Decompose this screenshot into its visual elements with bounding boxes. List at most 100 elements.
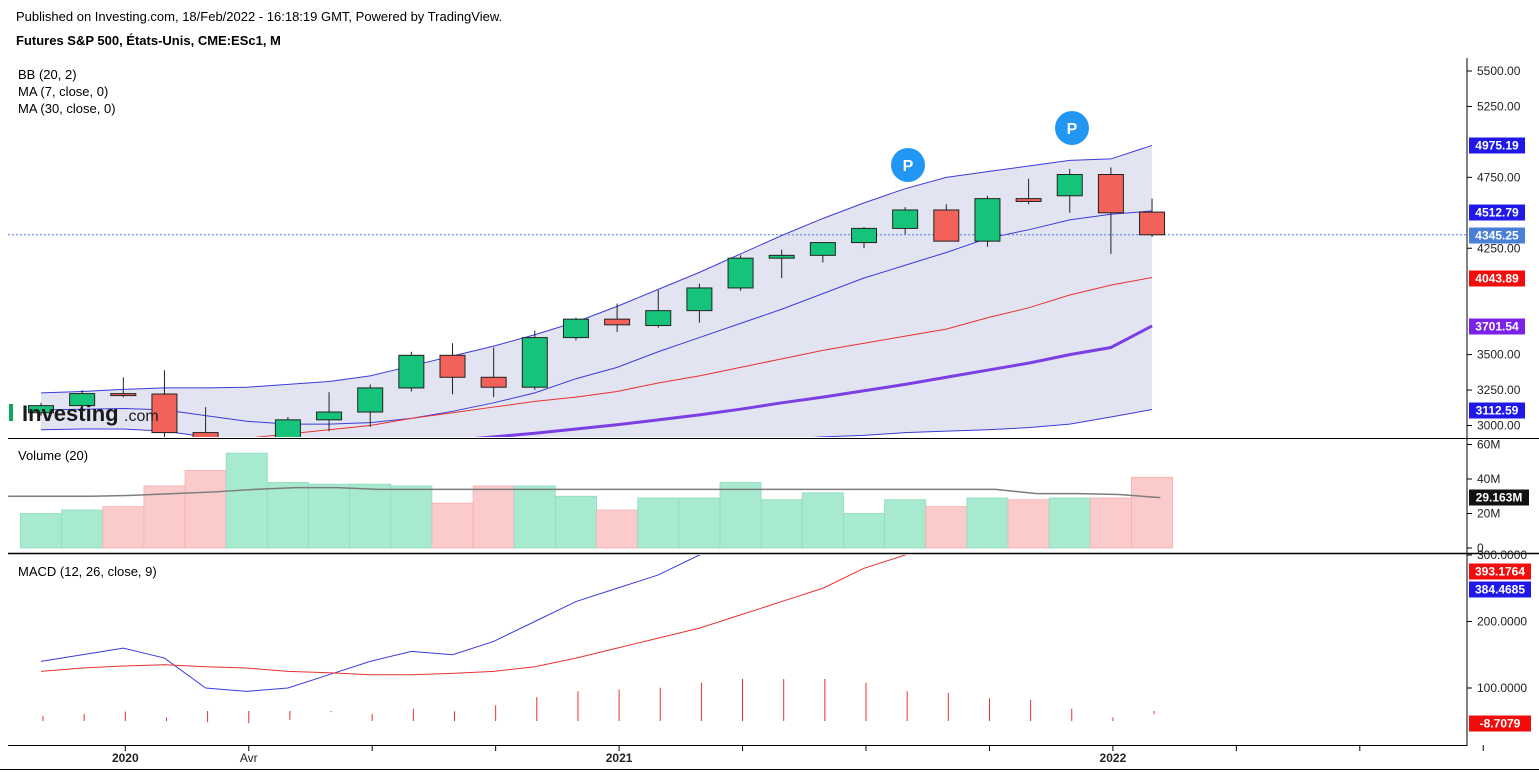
volume-badge-label: 29.163M: [1476, 491, 1523, 505]
candle: [809, 242, 836, 256]
macd-tick-label: 100.0000: [1477, 681, 1527, 695]
macd-badge: [1469, 563, 1531, 580]
candle: [439, 354, 466, 378]
macd-badge: [1469, 715, 1531, 732]
time-axis-label: 2020: [112, 751, 139, 765]
volume-bar: [184, 469, 227, 549]
volume-ma-line: [8, 486, 1161, 499]
candle: [357, 387, 384, 413]
volume-bar: [390, 485, 433, 549]
candle: [686, 287, 713, 312]
candle: [28, 405, 54, 414]
price-badge: [1469, 402, 1525, 419]
time-axis-label: 2022: [1100, 751, 1127, 765]
volume-bar: [884, 499, 927, 549]
investing-logo: Investing .com: [9, 401, 159, 426]
logo-suffix: .com: [124, 408, 159, 425]
macd-tick-label: 200.0000: [1477, 615, 1527, 629]
price-badge-label: 4512.79: [1475, 206, 1519, 220]
volume-indicator-label[interactable]: Volume (20): [18, 448, 89, 463]
candle: [768, 254, 795, 259]
macd-badge-label: 393.1764: [1475, 565, 1525, 579]
price-tick-label: 3000.00: [1477, 419, 1521, 433]
volume-bar: [678, 497, 721, 549]
price-tick-label: 5250.00: [1477, 99, 1521, 113]
bb-lower-line: [40, 408, 1153, 437]
price-tick-label: 5500.00: [1477, 64, 1521, 78]
volume-bar: [801, 492, 844, 549]
candle: [1056, 174, 1083, 197]
price-badge-label: 4345.25: [1475, 229, 1519, 243]
time-axis-label: Avr: [240, 751, 258, 765]
axis-badges: 4975.19 4512.79 4345.25 4043.89 3701.54 3112.…: [1469, 137, 1531, 732]
candle: [398, 354, 425, 389]
volume-tick-label: 60M: [1477, 438, 1500, 452]
volume-bar: [1089, 497, 1132, 549]
price-badge-label: 3701.54: [1475, 320, 1519, 334]
price-tick-label: 4750.00: [1477, 170, 1521, 184]
macd-line: [40, 555, 701, 692]
logo-text: Investing: [22, 401, 119, 426]
time-axis-label: 2021: [606, 751, 633, 765]
bb-upper-line: [40, 144, 1153, 394]
price-badge: [1469, 318, 1525, 335]
candle: [192, 432, 219, 437]
candle: [892, 209, 919, 229]
volume-bar: [225, 452, 268, 549]
price-badge-label: 4975.19: [1475, 139, 1519, 153]
bb-middle-line: [40, 210, 1153, 425]
volume-bar: [513, 485, 556, 549]
price-badge: [1469, 204, 1525, 221]
candle: [316, 411, 343, 421]
volume-tick-label: 0: [1477, 541, 1484, 555]
price-tick-label: 3250.00: [1477, 383, 1521, 397]
pivot-marker-label: P: [903, 158, 914, 175]
candle: [645, 310, 672, 327]
volume-bar: [966, 497, 1009, 549]
macd-tick-label: 300.0000: [1477, 548, 1527, 562]
ma30-indicator-label[interactable]: MA (30, close, 0): [18, 101, 116, 116]
price-badge-label: 3112.59: [1476, 404, 1519, 418]
published-caption: Published on Investing.com, 18/Feb/2022 …: [16, 9, 503, 24]
macd-badge-label: 384.4685: [1475, 583, 1525, 597]
volume-bar: [925, 506, 968, 549]
candle: [1015, 198, 1042, 202]
candle: [69, 393, 96, 407]
candle: [974, 198, 1001, 242]
price-badge-label: 4043.89: [1475, 272, 1519, 286]
candle: [604, 318, 631, 326]
volume-bar: [719, 482, 762, 549]
axes: 5500.00 5250.00 4750.00 4250.00 3500.00 3250.…: [112, 64, 1527, 765]
ma7-line: [254, 276, 1153, 437]
macd-indicator-label[interactable]: MACD (12, 26, close, 9): [18, 564, 157, 579]
bb-fill: [41, 145, 1153, 437]
price-badge: [1469, 137, 1525, 154]
bb-indicator-label[interactable]: BB (20, 2): [18, 67, 77, 82]
price-tick-label: 3500.00: [1477, 348, 1521, 362]
volume-bar: [760, 499, 803, 549]
volume-bar: [843, 513, 885, 549]
price-panel: [8, 144, 1467, 437]
candle: [933, 209, 960, 242]
ma7-indicator-label[interactable]: MA (7, close, 0): [18, 84, 109, 99]
volume-bar: [266, 482, 309, 549]
pivot-marker[interactable]: P: [891, 148, 925, 182]
candle: [727, 257, 754, 289]
volume-bar: [61, 509, 104, 549]
price-badge: [1469, 270, 1525, 287]
macd-badge: [1469, 581, 1531, 598]
ma30-line: [474, 324, 1153, 437]
volume-bar: [308, 483, 351, 549]
volume-bar: [1007, 499, 1050, 549]
pivot-marker[interactable]: P: [1055, 111, 1089, 145]
volume-bar: [554, 495, 597, 549]
volume-bar: [472, 485, 515, 549]
volume-bar: [349, 483, 392, 549]
volume-bar: [102, 506, 145, 549]
volume-bar: [637, 497, 680, 549]
signal-line: [40, 555, 907, 676]
price-tick-label: 4250.00: [1477, 241, 1521, 255]
pivot-marker-label: P: [1067, 121, 1078, 138]
candle: [851, 227, 877, 244]
